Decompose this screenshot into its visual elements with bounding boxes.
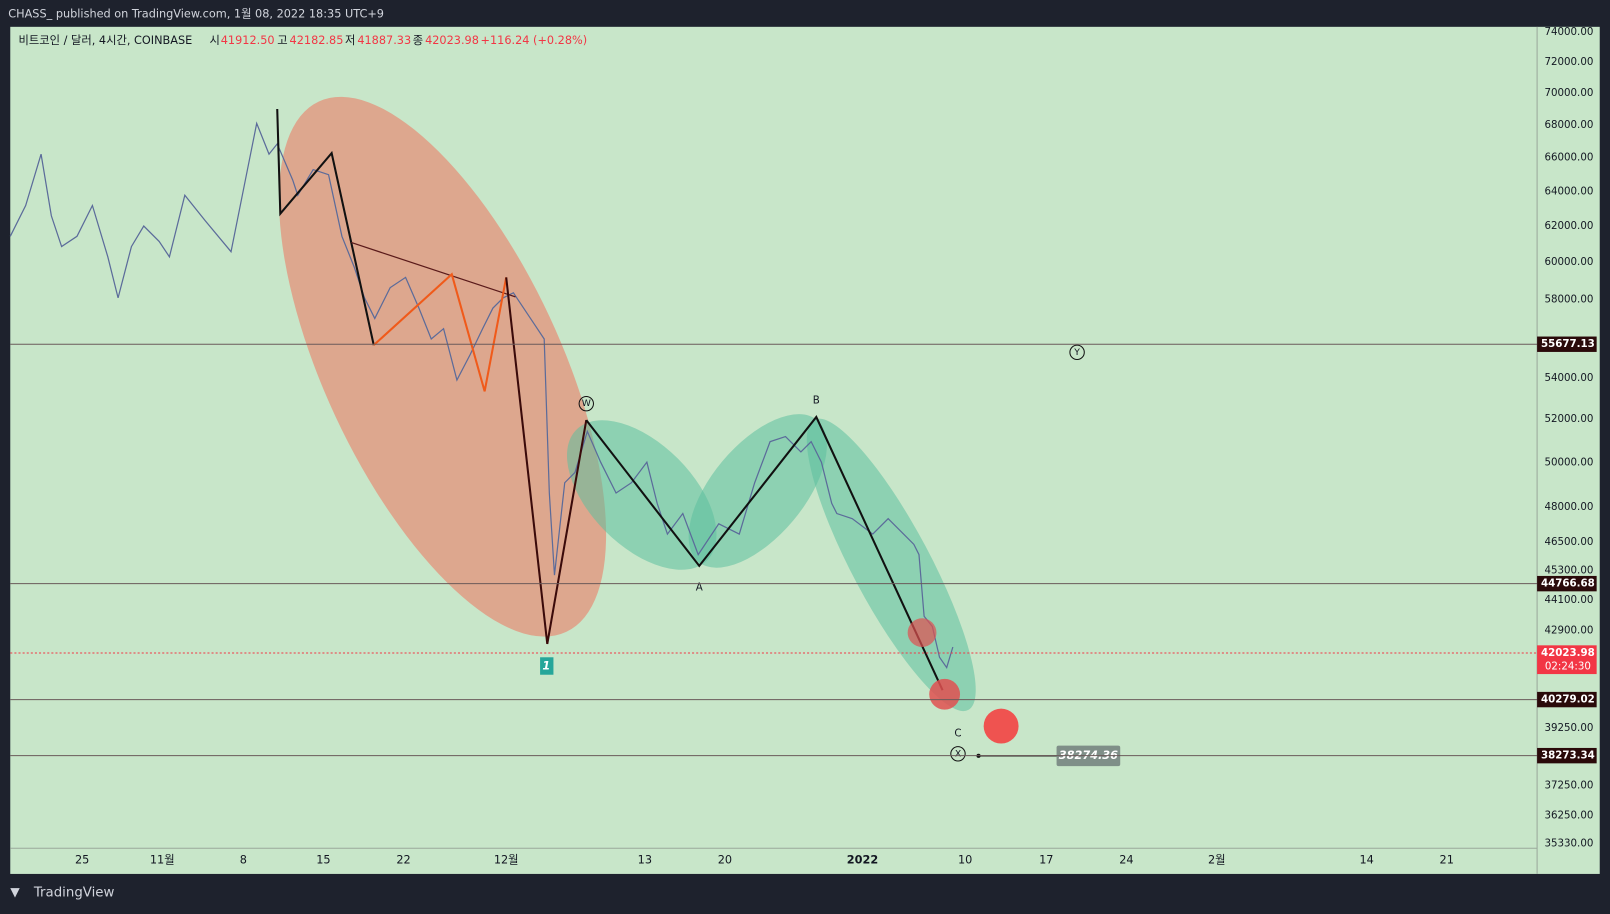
price-tag-label: 38273.34 [1541, 750, 1595, 762]
low-label: 저 [345, 34, 355, 47]
x-tick-label: 22 [396, 854, 410, 867]
y-tick-label: 74000.00 [1544, 26, 1593, 38]
countdown: 02:24:30 [1545, 660, 1591, 672]
x-tick-label: 8 [240, 854, 247, 867]
wave-circle [1069, 344, 1085, 361]
x-tick-label: 14 [1359, 854, 1373, 867]
close-value: 42023.98 [425, 34, 479, 47]
y-tick-label: 39250.00 [1544, 722, 1593, 734]
x-tick-label: 25 [75, 854, 89, 867]
y-tick-label: 37250.00 [1544, 779, 1593, 791]
publish-header: CHASS_ published on TradingView.com, 1월 … [8, 8, 384, 21]
open-value: 41912.50 [221, 34, 275, 47]
x-tick-label: 13 [638, 854, 652, 867]
price-tag [1537, 575, 1597, 592]
y-tick-label: 36250.00 [1544, 809, 1593, 821]
wave-1-label: 1 [542, 660, 550, 673]
trend-line [350, 241, 516, 298]
x-tick-label: 2월 [1208, 854, 1226, 867]
y-tick-label: 45300.00 [1544, 565, 1593, 577]
open-label: 시 [209, 34, 219, 47]
price-tag [1537, 336, 1597, 352]
teal-ellipse [566, 420, 717, 570]
price-tag-label: 42023.98 [1541, 647, 1595, 659]
y-tick-label: 42900.00 [1544, 624, 1593, 636]
price-tag [1537, 645, 1597, 675]
red-dot [983, 708, 1019, 744]
x-tick-label: 15 [316, 854, 330, 867]
y-tick-label: 64000.00 [1544, 185, 1593, 197]
wave-label: B [813, 395, 820, 407]
wave-label: C [954, 727, 961, 739]
y-tick-label: 72000.00 [1544, 56, 1593, 68]
close-label: 종 [413, 34, 423, 47]
orange-wave [373, 272, 508, 392]
logo: ▼ [10, 885, 20, 899]
wave-label: A [696, 581, 703, 593]
y-tick-label: 54000.00 [1544, 372, 1593, 384]
y-tick-label: 66000.00 [1544, 152, 1593, 164]
y-tick-label: 62000.00 [1544, 220, 1593, 232]
x-tick-label: 21 [1440, 854, 1454, 867]
red-dot [907, 618, 937, 648]
legend: 비트코인 / 달러, 4시간, COINBASE 시 41912.50 고 42… [18, 33, 587, 47]
wave-circle [578, 395, 594, 412]
price-tag-label: 55677.13 [1541, 338, 1595, 350]
brand: TradingView [33, 885, 115, 900]
price-tag [1537, 691, 1597, 708]
red-ellipse [278, 96, 607, 637]
price-tag-label: 40279.02 [1541, 694, 1595, 706]
symbol: 비트코인 / 달러, 4시간, COINBASE [18, 33, 192, 47]
y-tick-label: 68000.00 [1544, 119, 1593, 131]
y-tick-label: 70000.00 [1544, 87, 1593, 99]
high-value: 42182.85 [290, 34, 344, 47]
x-tick-label: 17 [1039, 854, 1053, 867]
wave-line [585, 415, 944, 691]
price-tag [1537, 747, 1597, 764]
x-tick-label: 2022 [847, 854, 878, 867]
x-tick-label: 12월 [494, 854, 519, 867]
y-tick-label: 44100.00 [1544, 594, 1593, 606]
wave-line [276, 108, 375, 346]
wave-label: W [582, 398, 591, 409]
price-tag-label: 44766.68 [1541, 578, 1595, 590]
x-tick-label: 10 [958, 854, 972, 867]
wave-line [505, 277, 588, 645]
footer: ▼ TradingView [10, 885, 114, 901]
drawings: 38274.36 W B A Y C X 1 [9, 96, 1121, 767]
y-tick-label: 35330.00 [1544, 837, 1593, 849]
x-tick-label: 11월 [150, 854, 175, 867]
y-tick-label: 58000.00 [1544, 293, 1593, 305]
wave-label: Y [1073, 347, 1080, 358]
red-dot [929, 678, 961, 710]
wave-label: X [955, 748, 962, 759]
y-tick-label: 50000.00 [1544, 456, 1593, 468]
x-tick-label: 20 [718, 854, 732, 867]
wave-circle [950, 746, 966, 762]
change: +116.24 (+0.28%) [481, 34, 588, 47]
y-tick-label: 46500.00 [1544, 536, 1593, 548]
high-label: 고 [277, 34, 287, 47]
x-tick-label: 24 [1119, 854, 1133, 867]
y-tick-label: 60000.00 [1544, 256, 1593, 268]
y-tick-label: 48000.00 [1544, 501, 1593, 513]
y-tick-label: 52000.00 [1544, 413, 1593, 425]
low-value: 41887.33 [357, 34, 411, 47]
wave-1-box [540, 657, 554, 675]
